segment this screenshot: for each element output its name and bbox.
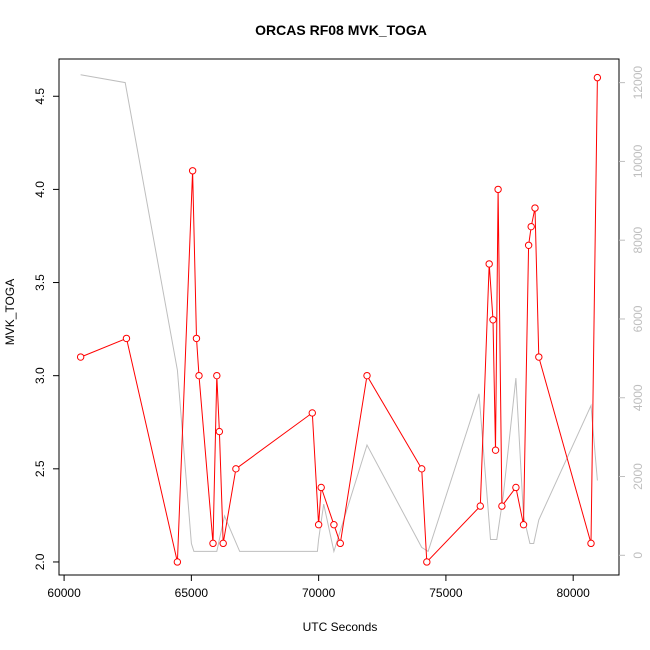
x-tick-label-4: 80000 — [556, 586, 590, 600]
series-0-point-13 — [317, 483, 325, 492]
y2-tick-label-1: 2000 — [631, 463, 645, 490]
series-0-point-23 — [494, 185, 502, 194]
series-0-point-6 — [209, 539, 217, 548]
series-0-point-14 — [330, 521, 338, 529]
y-tick-label-4: 4.0 — [33, 181, 47, 198]
series-0-point-2 — [173, 558, 182, 566]
y2-tick-label-0: 0 — [631, 552, 645, 559]
series-0-point-17 — [418, 465, 426, 473]
series-0-point-5 — [195, 371, 203, 380]
chart-title: ORCAS RF08 MVK_TOGA — [255, 22, 427, 38]
series-layer — [76, 73, 602, 566]
series-0-point-29 — [531, 204, 539, 212]
y2-tick-label-2: 4000 — [631, 384, 645, 411]
series-0-point-26 — [519, 521, 528, 529]
series-0-point-12 — [314, 521, 323, 529]
series-0-point-11 — [308, 409, 316, 417]
series-0-point-7 — [213, 371, 221, 380]
series-0-point-32 — [593, 73, 602, 82]
series-0-point-15 — [336, 539, 344, 548]
y2-tick-label-3: 6000 — [631, 305, 645, 332]
series-0-point-22 — [491, 446, 500, 454]
series-0-point-8 — [215, 427, 224, 436]
x-tick-label-1: 65000 — [175, 586, 209, 600]
series-0-point-9 — [219, 539, 227, 548]
series-0-point-10 — [232, 465, 240, 473]
series-0-point-18 — [423, 558, 431, 566]
y-tick-label-1: 2.5 — [33, 460, 47, 477]
series-0-point-19 — [476, 502, 484, 510]
y2-tick-label-5: 10000 — [631, 144, 645, 178]
series-0-point-27 — [524, 241, 533, 249]
series-0-point-4 — [192, 334, 201, 343]
series-1-line — [80, 74, 598, 554]
series-0-point-3 — [188, 167, 197, 175]
series-0-point-31 — [587, 539, 595, 548]
series-0-point-28 — [527, 222, 535, 231]
series-0-point-25 — [512, 483, 520, 492]
series-0-line — [80, 77, 598, 564]
x-tick-label-0: 60000 — [47, 586, 81, 600]
y-axis-left: 2.0 2.5 3.0 3.5 4.0 4.5 — [33, 88, 59, 570]
y-axis-right: 0 2000 4000 6000 8000 10000 12000 — [619, 66, 645, 559]
series-0-point-20 — [485, 260, 493, 268]
x-tick-label-3: 75000 — [429, 586, 463, 600]
y-axis-label: MVK_TOGA — [3, 279, 17, 345]
y2-tick-label-4: 8000 — [631, 227, 645, 254]
series-0-point-30 — [535, 353, 543, 361]
x-axis: 60000 65000 70000 75000 80000 — [47, 575, 590, 600]
y-tick-label-2: 3.0 — [33, 367, 47, 384]
series-0-point-24 — [498, 502, 506, 510]
y-tick-label-0: 2.0 — [33, 553, 47, 570]
series-0-point-0 — [76, 353, 85, 361]
x-axis-label: UTC Seconds — [303, 620, 378, 634]
plot-box — [58, 58, 620, 576]
y2-tick-label-6: 12000 — [631, 66, 645, 100]
series-0-point-1 — [122, 334, 131, 343]
y-tick-label-5: 4.5 — [33, 88, 47, 105]
x-tick-label-2: 70000 — [302, 586, 336, 600]
series-0-point-16 — [363, 371, 371, 380]
series-0-point-21 — [489, 316, 497, 324]
y-tick-label-3: 3.5 — [33, 274, 47, 291]
